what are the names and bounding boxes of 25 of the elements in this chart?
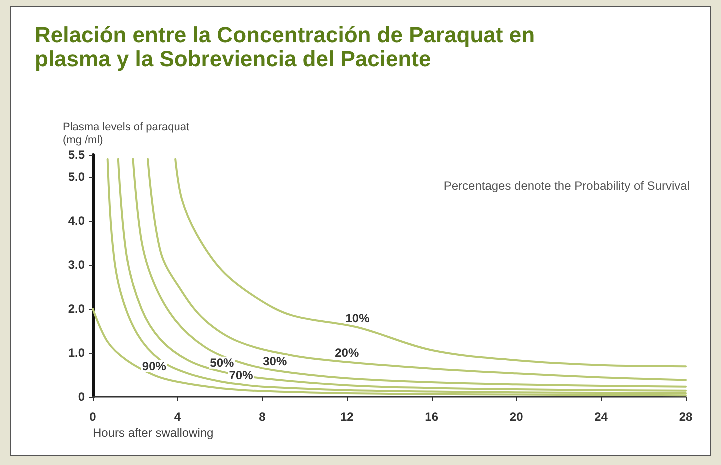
y-tick-label: 5.0 <box>68 170 86 184</box>
y-tick-label: 5.5 <box>68 148 86 162</box>
annotation: 50% <box>210 356 235 370</box>
annotation: 90% <box>142 359 167 374</box>
y-tick-label: 1.0 <box>68 346 86 360</box>
x-tick-label: 12 <box>340 410 354 424</box>
x-tick-label: 16 <box>425 410 439 424</box>
annotation: 70% <box>229 368 254 383</box>
x-tick-label: 28 <box>679 410 693 424</box>
y-axis-title: Plasma levels of paraquat (mg /ml) <box>63 122 190 146</box>
x-tick-label: 8 <box>259 410 266 424</box>
annotation: Percentages denote the Probability of Survival <box>444 179 690 193</box>
y-tick-label: 3.0 <box>68 258 86 272</box>
y-tick-label: 0 <box>78 390 86 404</box>
annotation: 10% <box>346 311 370 326</box>
x-tick-label: 4 <box>174 410 182 424</box>
x-axis-title: Hours after swallowing <box>93 426 214 440</box>
annotation: 20% <box>335 346 360 360</box>
x-tick-label: 20 <box>510 410 524 424</box>
chart-title: Relación entre la Concentración de Paraquat en plasma y la Sobreviencia del Paciente <box>35 22 542 72</box>
annotation: 30% <box>263 354 288 369</box>
x-tick-label: 0 <box>90 410 97 424</box>
y-tick-label: 4.0 <box>68 214 86 228</box>
x-tick-label: 24 <box>594 410 608 424</box>
y-tick-label: 2.0 <box>68 302 86 316</box>
